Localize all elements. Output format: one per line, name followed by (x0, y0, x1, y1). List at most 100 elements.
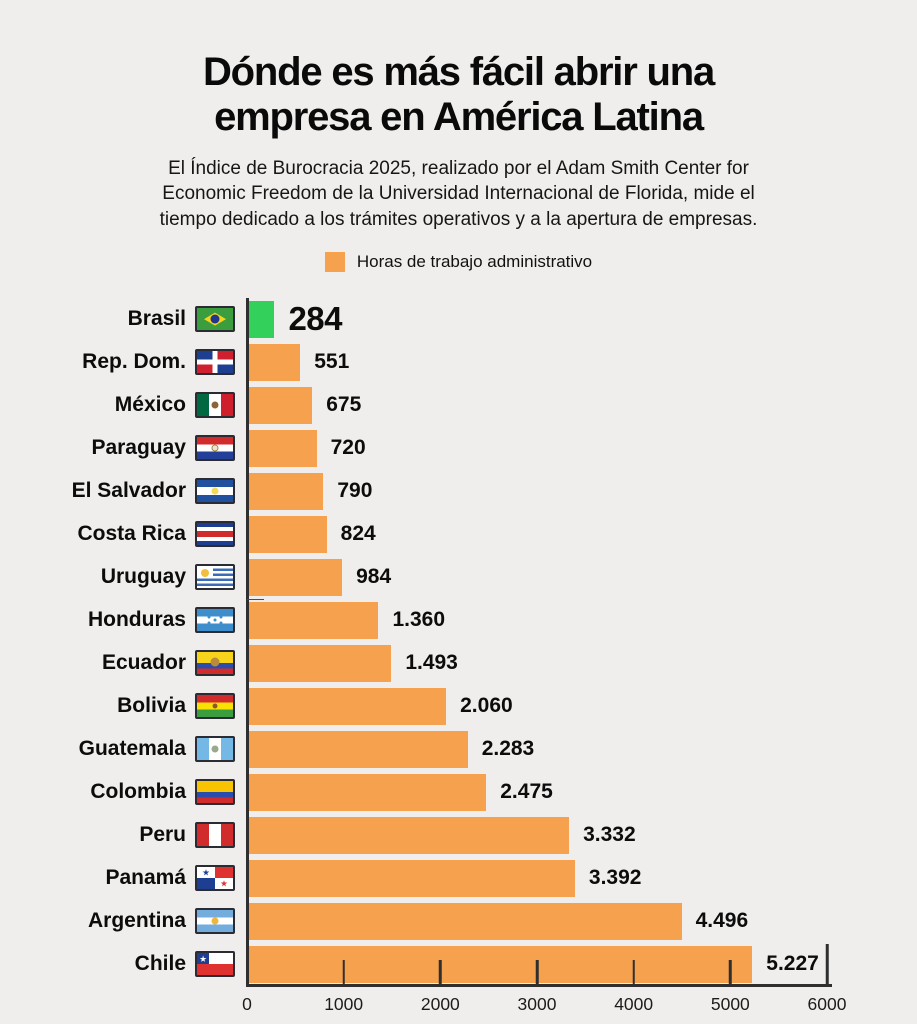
republica-dominicana-flag-icon (195, 349, 235, 376)
bar (247, 515, 327, 553)
country-label: Guatemala (78, 737, 186, 761)
chart-row: Uruguay 984 (0, 556, 917, 599)
mexico-flag-icon (195, 392, 235, 419)
country-label: Costa Rica (77, 522, 186, 546)
bar-cell: 720 (247, 429, 827, 467)
bar (247, 300, 275, 338)
bar-cell: 1.360 (247, 601, 827, 639)
row-label-cell: Ecuador (0, 650, 247, 677)
row-label-cell: Brasil (0, 306, 247, 333)
value-label: 720 (330, 436, 366, 460)
value-label: 824 (340, 522, 376, 546)
bar (247, 730, 468, 768)
bar (247, 859, 575, 897)
bar-cell: 284 (247, 300, 827, 338)
chart-row: Rep. Dom. 551 (0, 341, 917, 384)
row-label-cell: Argentina (0, 908, 247, 935)
chile-flag-icon (195, 951, 235, 978)
country-label: México (114, 393, 186, 417)
row-label-cell: Honduras (0, 607, 247, 634)
legend: Horas de trabajo administrativo (0, 251, 917, 272)
value-label: 2.475 (500, 780, 553, 804)
bar (247, 343, 301, 381)
country-label: Panamá (105, 866, 186, 890)
bar (247, 558, 343, 596)
row-label-cell: Panamá (0, 865, 247, 892)
chart-rows: Brasil 284 Rep. Dom. 551 México 675 Para… (0, 298, 917, 986)
page-title: Dónde es más fácil abrir una empresa en … (202, 50, 715, 140)
country-label: Argentina (87, 909, 186, 933)
chart-row: Ecuador 1.493 (0, 642, 917, 685)
row-label-cell: Colombia (0, 779, 247, 806)
guatemala-flag-icon (195, 736, 235, 763)
country-label: Uruguay (100, 565, 186, 589)
bar-cell: 984 (247, 558, 827, 596)
value-label: 3.332 (583, 823, 636, 847)
row-label-cell: El Salvador (0, 478, 247, 505)
chart-row: Peru 3.332 (0, 814, 917, 857)
country-label: Honduras (87, 608, 186, 632)
country-label: Bolivia (117, 694, 186, 718)
row-label-cell: Bolivia (0, 693, 247, 720)
country-label: Colombia (90, 780, 186, 804)
legend-swatch-icon (324, 251, 345, 272)
value-label: 3.392 (588, 866, 642, 890)
country-label: Brasil (127, 307, 186, 331)
country-label: Paraguay (91, 436, 186, 460)
chart-row: El Salvador 790 (0, 470, 917, 513)
row-label-cell: Rep. Dom. (0, 349, 247, 376)
bar-cell: 2.283 (247, 730, 827, 768)
bar-cell: 2.475 (247, 773, 827, 811)
x-tick-label: 6000 (807, 993, 847, 1014)
chart-row: Colombia 2.475 (0, 771, 917, 814)
bar-cell: 551 (247, 343, 827, 381)
value-label: 551 (314, 350, 350, 374)
infographic: Dónde es más fácil abrir una empresa en … (0, 0, 917, 986)
colombia-flag-icon (195, 779, 235, 806)
value-label: 2.060 (460, 694, 513, 718)
bar-cell: 2.060 (247, 687, 827, 725)
bar-cell: 1.493 (247, 644, 827, 682)
bar (247, 386, 313, 424)
value-label: 675 (326, 393, 362, 417)
value-label: 984 (356, 565, 392, 589)
row-label-cell: Paraguay (0, 435, 247, 462)
argentina-flag-icon (195, 908, 235, 935)
chart-row: Argentina 4.496 (0, 900, 917, 943)
value-label: 2.283 (481, 737, 535, 761)
value-label: 284 (288, 300, 343, 338)
bar-cell: 790 (247, 472, 827, 510)
bar (247, 429, 317, 467)
country-label: Rep. Dom. (82, 350, 186, 374)
bar-chart: Brasil 284 Rep. Dom. 551 México 675 Para… (0, 297, 917, 1014)
x-tick-label: 5000 (710, 993, 750, 1014)
bar (247, 644, 392, 682)
row-label-cell: México (0, 392, 247, 419)
panama-flag-icon (195, 865, 235, 892)
x-tick-label: 3000 (517, 993, 557, 1014)
chart-row: Panamá 3.392 (0, 857, 917, 900)
row-label-cell: Peru (0, 822, 247, 849)
legend-label: Horas de trabajo administrativo (356, 251, 593, 271)
value-label: 4.496 (695, 909, 749, 933)
uruguay-flag-icon (195, 564, 235, 591)
paraguay-flag-icon (195, 435, 235, 462)
chart-row: Paraguay 720 (0, 427, 917, 470)
brasil-flag-icon (195, 306, 235, 333)
bar-cell: 3.332 (247, 816, 827, 854)
bar-cell: 4.496 (247, 902, 827, 940)
chart-row: Bolivia 2.060 (0, 685, 917, 728)
chart-row: Chile 5.227 (0, 943, 917, 986)
country-label: El Salvador (71, 479, 186, 503)
row-label-cell: Costa Rica (0, 521, 247, 548)
bar (247, 601, 379, 639)
value-label: 1.360 (392, 608, 446, 632)
country-label: Chile (134, 952, 186, 976)
x-tick-label: 0 (242, 993, 252, 1014)
x-tick-label: 4000 (614, 993, 654, 1014)
costa-rica-flag-icon (195, 521, 235, 548)
bar-cell: 3.392 (247, 859, 827, 897)
bar (247, 687, 447, 725)
peru-flag-icon (195, 822, 235, 849)
x-tick-label: 2000 (420, 993, 460, 1014)
